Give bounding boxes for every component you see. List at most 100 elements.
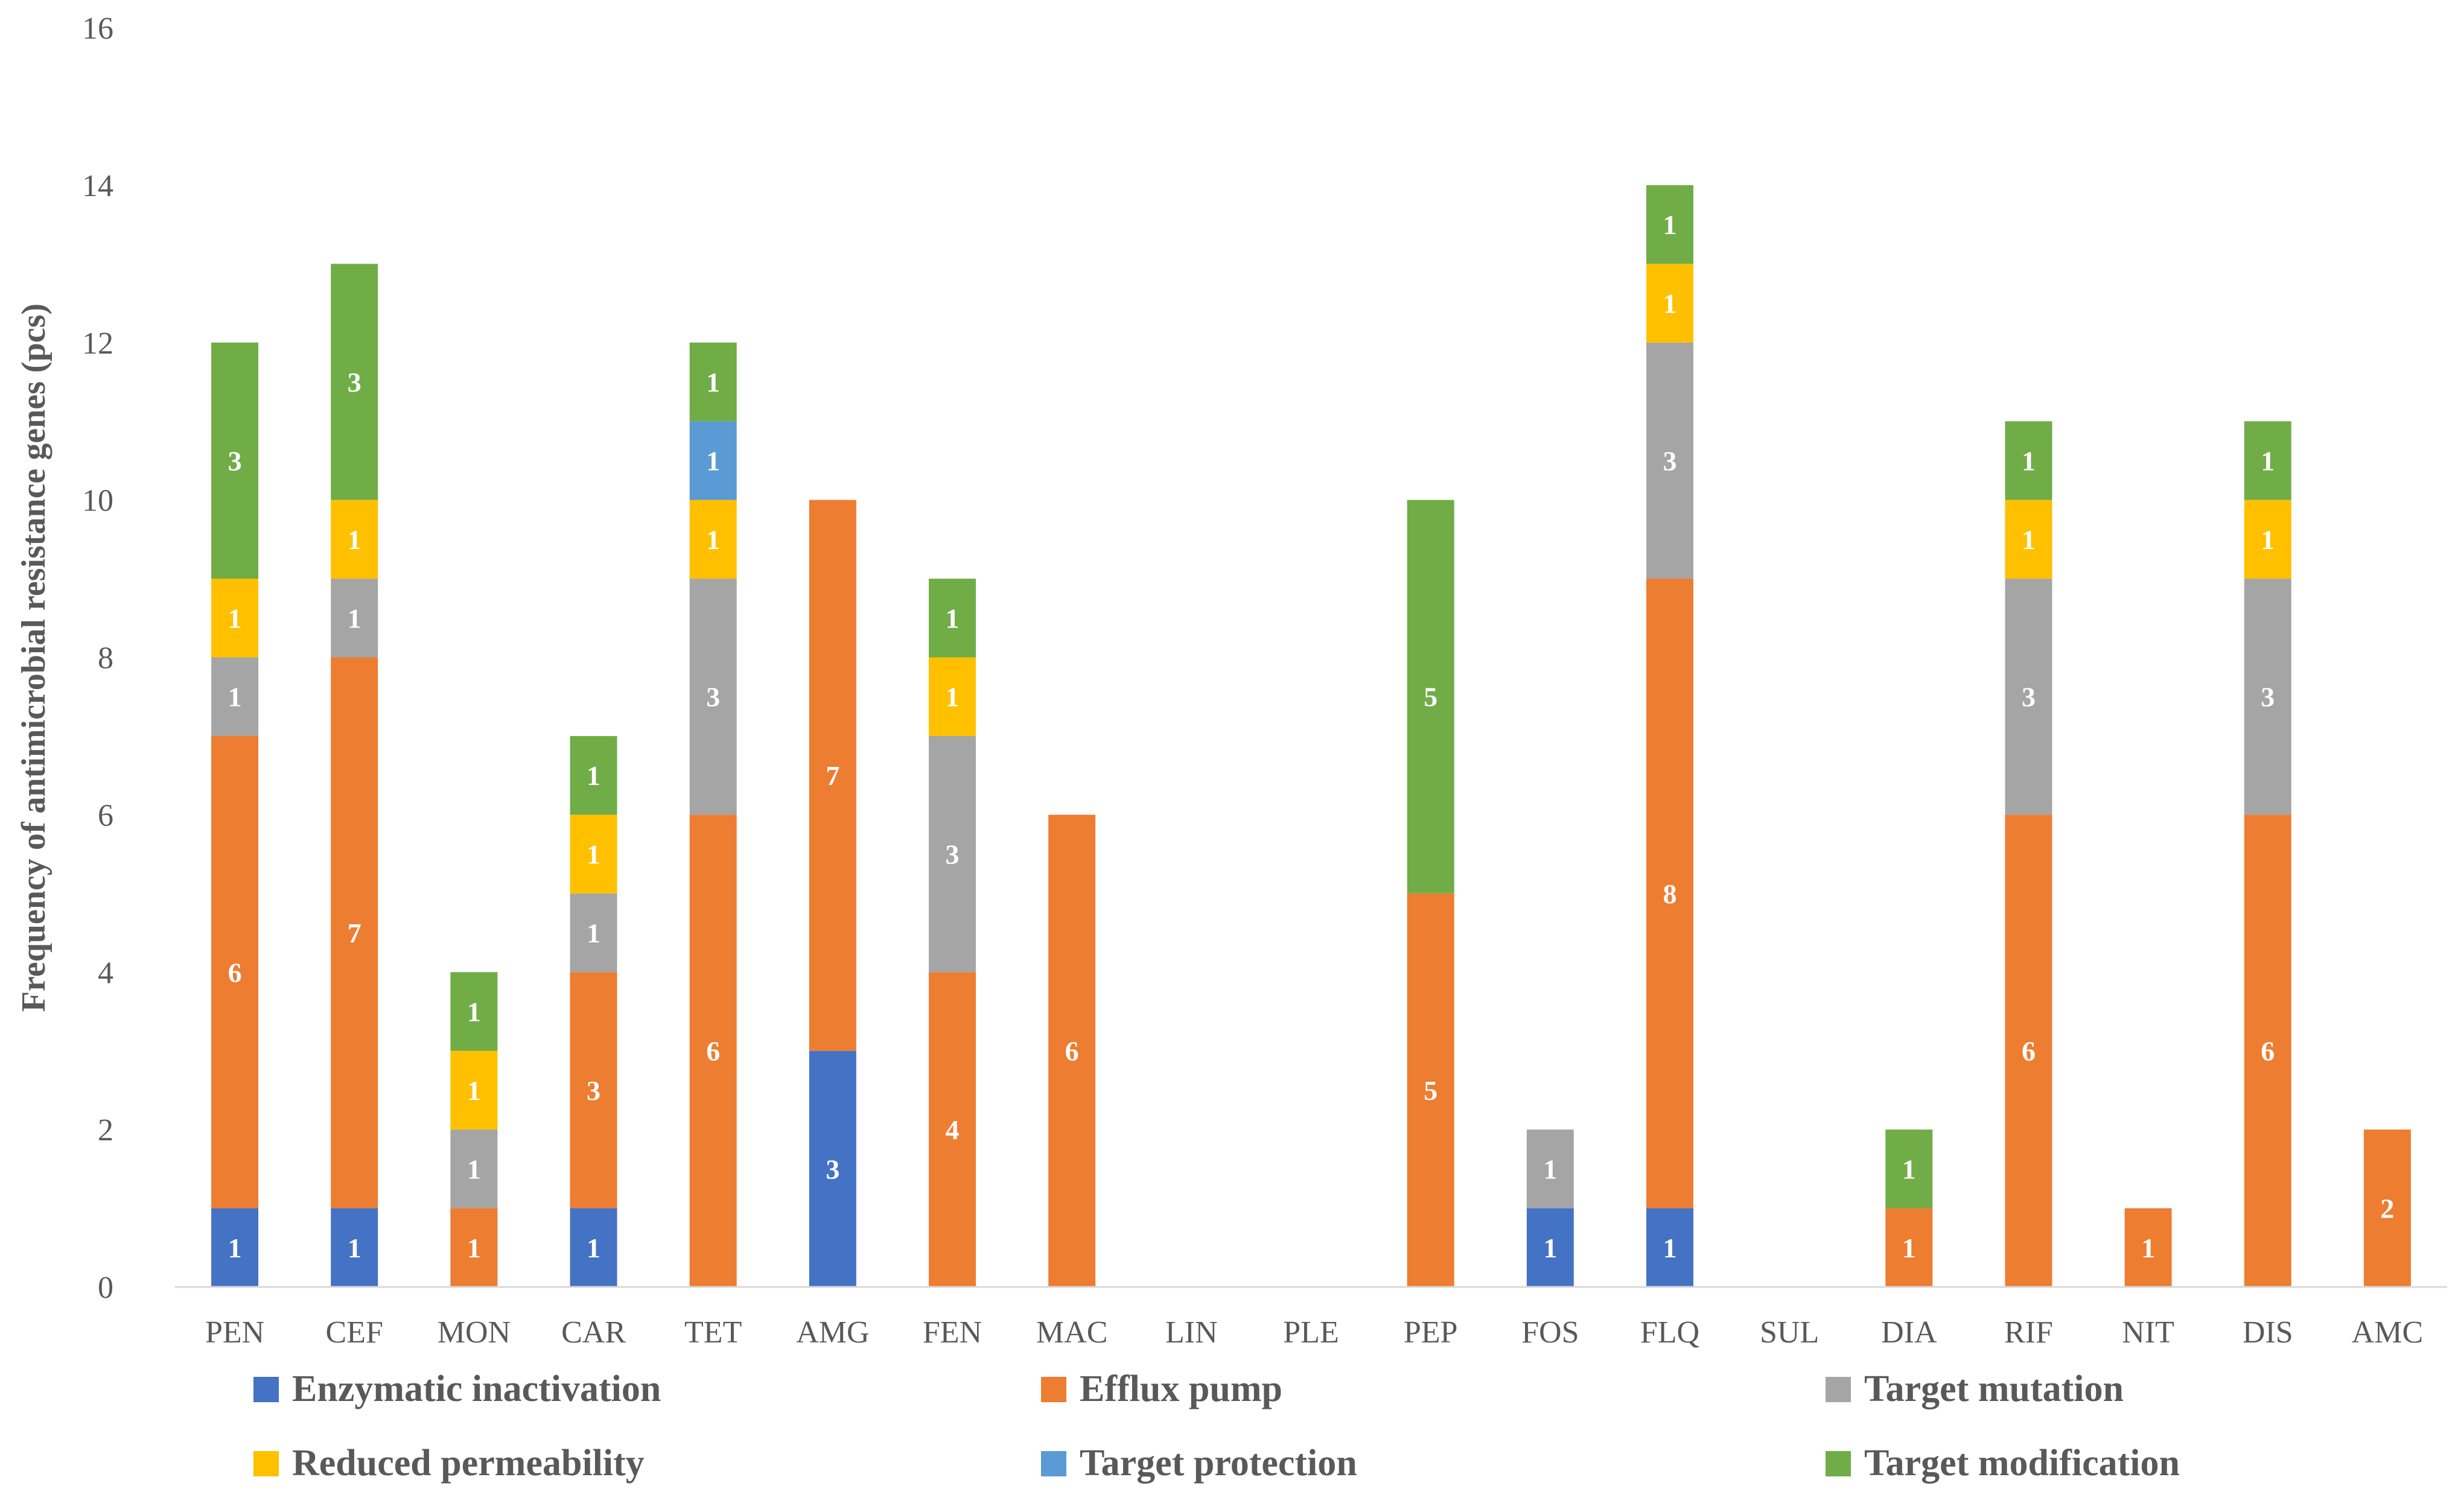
bar-segment [929, 657, 976, 736]
legend: Enzymatic inactivation Efflux pump Target … [253, 1368, 2180, 1484]
data-label: 1 [348, 524, 361, 555]
bar-segment [689, 579, 737, 815]
data-label: 1 [228, 603, 242, 634]
bar-segment [1407, 893, 1454, 1287]
data-label: 1 [2141, 1233, 2155, 1263]
bar-segment [2005, 815, 2052, 1287]
bar-segment [331, 579, 378, 658]
bar-segment [211, 657, 259, 736]
data-label: 1 [587, 918, 600, 948]
bar-segment [331, 264, 378, 500]
data-label: 4 [946, 1114, 960, 1145]
bar-segment [450, 972, 498, 1051]
legend-label: Target modification [1864, 1443, 2180, 1484]
x-tick-label: PLE [1283, 1315, 1339, 1350]
legend-label: Target protection [1080, 1443, 1357, 1484]
data-label: 1 [1902, 1233, 1916, 1263]
y-tick-label: 12 [82, 326, 113, 361]
bar-segment [2244, 815, 2291, 1287]
data-label: 6 [2261, 1036, 2275, 1067]
bar-segment [570, 1208, 617, 1287]
bar-segment [929, 735, 976, 973]
x-tick-label: FEN [923, 1315, 982, 1350]
data-label: 3 [228, 445, 242, 476]
data-label: 1 [587, 1233, 600, 1263]
bar-segment [929, 972, 976, 1287]
data-label: 1 [1543, 1154, 1557, 1184]
data-label: 1 [467, 1075, 481, 1106]
data-label: 1 [706, 524, 720, 555]
bar-segment [1646, 264, 1693, 343]
bar-segment [2005, 500, 2052, 579]
x-tick-label: CEF [326, 1315, 383, 1350]
bar-segment [1885, 1208, 1933, 1287]
legend-label: Efflux pump [1080, 1368, 1282, 1409]
data-label: 3 [826, 1154, 839, 1184]
data-label: 1 [2261, 445, 2275, 476]
y-tick-label: 0 [98, 1271, 113, 1305]
data-label: 1 [348, 1233, 361, 1263]
bar-segment [211, 735, 259, 1209]
data-label: 1 [2022, 445, 2036, 476]
bar-segment [2005, 421, 2052, 500]
bar-segment [689, 815, 737, 1287]
bar-segment [570, 735, 617, 815]
x-tick-label: MON [438, 1315, 511, 1350]
data-label: 3 [1663, 445, 1676, 476]
bar-segment [1646, 185, 1693, 264]
data-label: 3 [706, 682, 720, 713]
bar-segment [809, 500, 856, 1051]
data-label: 3 [348, 367, 361, 398]
x-tick-label: CAR [561, 1315, 626, 1350]
data-label: 1 [946, 603, 960, 634]
bar-segment [1646, 579, 1693, 1209]
bar-segment [2363, 1129, 2411, 1287]
y-tick-label: 8 [98, 641, 113, 676]
x-tick-label: TET [684, 1315, 742, 1350]
x-tick-label: DIA [1881, 1315, 1937, 1350]
data-label: 1 [587, 760, 600, 791]
legend-label: Enzymatic inactivation [292, 1368, 661, 1409]
bar-segment [689, 500, 737, 579]
bar-segment [2244, 421, 2291, 500]
data-label: 3 [2022, 682, 2036, 713]
bar-segment [929, 579, 976, 658]
data-label: 5 [1424, 1075, 1438, 1106]
legend-swatch [253, 1377, 279, 1402]
bar-segment [2244, 500, 2291, 579]
bar-segment [689, 342, 737, 422]
x-tick-label: SUL [1760, 1315, 1819, 1350]
data-label: 6 [228, 957, 242, 988]
x-tick-label: DIS [2243, 1315, 2293, 1350]
data-label: 6 [2022, 1036, 2036, 1067]
x-tick-label: RIF [2004, 1315, 2053, 1350]
data-label: 1 [946, 682, 960, 713]
bars: 1611317113111113111631113743116551118311… [211, 185, 2411, 1287]
legend-swatch [1041, 1451, 1066, 1476]
bar-segment [1048, 815, 1096, 1287]
bar-segment [211, 342, 259, 579]
bar-segment [331, 500, 378, 579]
x-tick-label: LIN [1165, 1315, 1218, 1350]
data-label: 1 [706, 367, 720, 398]
data-label: 1 [348, 603, 361, 634]
y-tick-label: 6 [98, 798, 113, 833]
x-tick-label: PEP [1404, 1315, 1458, 1350]
bar-segment [1646, 342, 1693, 579]
bar-segment [1407, 500, 1454, 894]
bar-segment [1885, 1129, 1933, 1209]
legend-swatch [1826, 1451, 1851, 1476]
x-tick-label: PEN [205, 1315, 264, 1350]
data-label: 1 [2022, 524, 2036, 555]
x-tick-label: FLQ [1640, 1315, 1699, 1350]
data-label: 1 [1663, 1233, 1676, 1263]
data-label: 1 [587, 839, 600, 870]
data-label: 1 [1543, 1233, 1557, 1263]
data-label: 6 [706, 1036, 720, 1067]
x-tick-label: AMC [2352, 1315, 2423, 1350]
data-label: 3 [946, 839, 960, 870]
data-label: 1 [2261, 524, 2275, 555]
bar-segment [809, 1050, 856, 1287]
